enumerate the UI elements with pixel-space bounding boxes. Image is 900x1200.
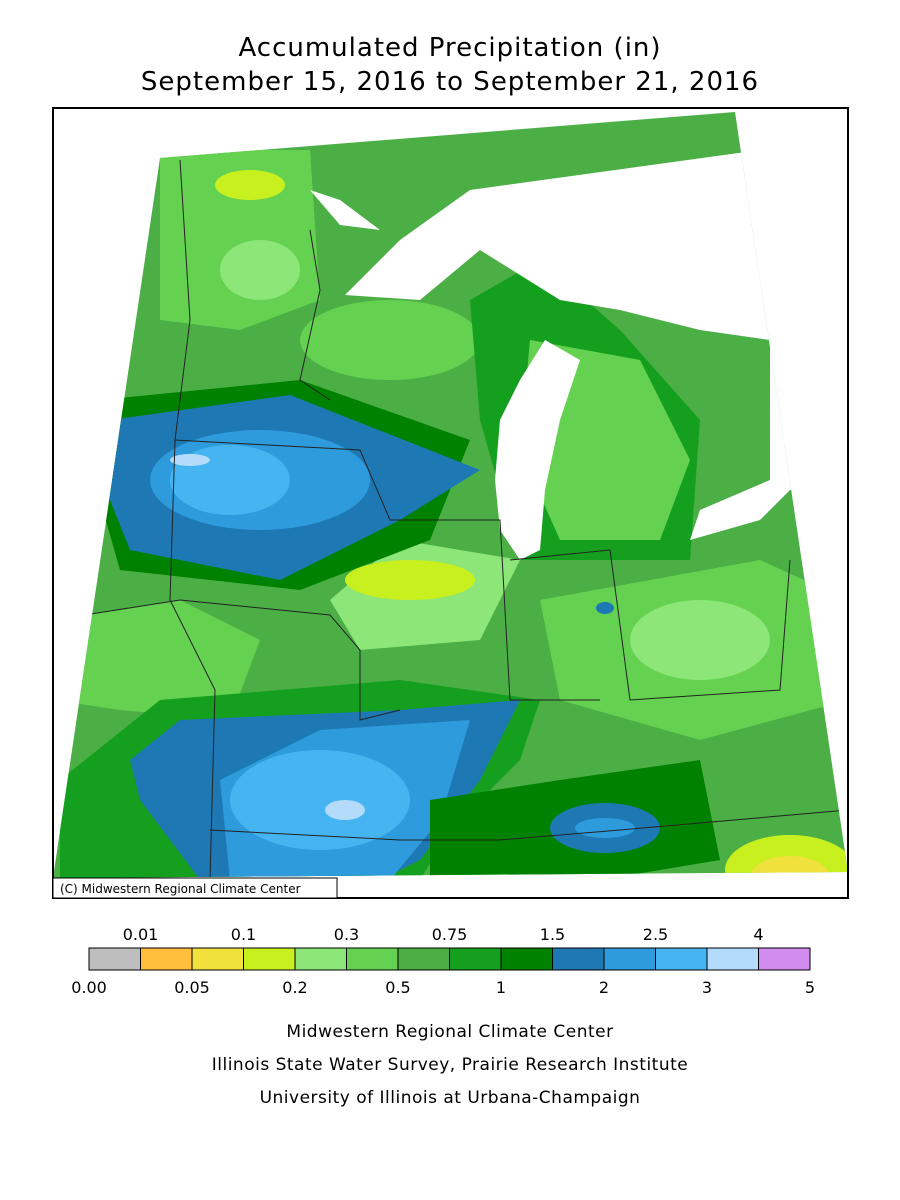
legend-swatch <box>706 947 759 971</box>
credit-box <box>52 877 338 899</box>
title-line: Accumulated Precipitation (in) <box>238 33 661 63</box>
legend-swatch <box>552 947 605 971</box>
legend-label: 2 <box>599 978 609 997</box>
map-credit: (C) Midwestern Regional Climate Center <box>60 882 301 896</box>
legend-swatch <box>294 947 347 971</box>
footer-line: University of Illinois at Urbana-Champai… <box>260 1088 641 1108</box>
legend-swatch <box>88 947 141 971</box>
legend-label: 0.3 <box>334 925 359 944</box>
map-frame <box>52 107 849 899</box>
legend-label: 0.1 <box>231 925 256 944</box>
legend-label: 0.00 <box>71 978 107 997</box>
footer-line: Midwestern Regional Climate Center <box>286 1022 613 1042</box>
legend-label: 1.5 <box>540 925 565 944</box>
legend-label: 1 <box>496 978 506 997</box>
legend-swatch <box>397 947 450 971</box>
footer-line: Illinois State Water Survey, Prairie Res… <box>212 1055 688 1075</box>
legend-label: 2.5 <box>643 925 668 944</box>
legend-swatch <box>346 947 399 971</box>
legend-swatch <box>243 947 296 971</box>
legend-label: 0.75 <box>432 925 468 944</box>
legend-label: 0.01 <box>123 925 159 944</box>
legend-swatch <box>140 947 193 971</box>
precipitation-field <box>53 112 848 878</box>
legend-swatch <box>758 947 811 971</box>
legend-swatch <box>449 947 502 971</box>
legend-swatch <box>603 947 656 971</box>
legend-swatch <box>500 947 553 971</box>
legend-label: 4 <box>753 925 763 944</box>
legend-label: 0.2 <box>282 978 307 997</box>
legend-label: 3 <box>702 978 712 997</box>
legend-swatch <box>655 947 708 971</box>
legend-label: 5 <box>805 978 815 997</box>
title-line: September 15, 2016 to September 21, 2016 <box>141 67 759 97</box>
legend-label: 0.5 <box>385 978 410 997</box>
legend-label: 0.05 <box>174 978 210 997</box>
legend-swatch <box>191 947 244 971</box>
lakes-and-canada <box>240 112 848 540</box>
legend: 0.01 0.1 0.3 0.75 1.5 2.5 4 0.00 0.05 0.2 0.5 1 2 3 5 <box>71 925 815 997</box>
lake-michigan <box>495 340 580 560</box>
